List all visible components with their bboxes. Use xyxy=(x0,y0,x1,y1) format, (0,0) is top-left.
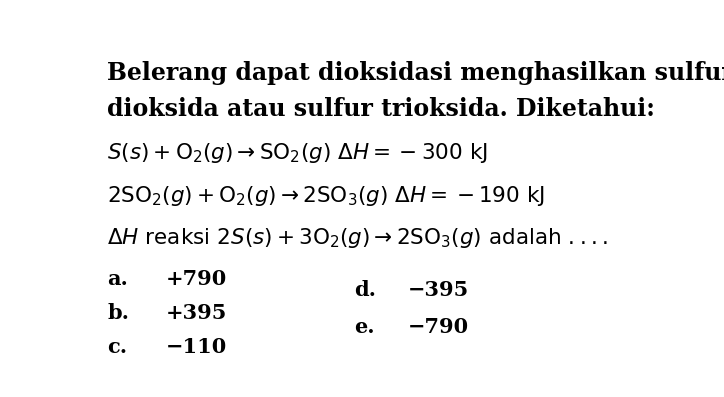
Text: +790: +790 xyxy=(167,269,227,289)
Text: a.: a. xyxy=(107,269,128,289)
Text: $\mathrm{2SO_2}(\mathit{g})+\mathrm{O_2}(\mathit{g})\rightarrow\mathrm{2SO_3}(\m: $\mathrm{2SO_2}(\mathit{g})+\mathrm{O_2}… xyxy=(107,184,545,208)
Text: −110: −110 xyxy=(167,337,227,357)
Text: Belerang dapat dioksidasi menghasilkan sulfur: Belerang dapat dioksidasi menghasilkan s… xyxy=(107,62,724,85)
Text: dioksida atau sulfur trioksida. Diketahui:: dioksida atau sulfur trioksida. Diketahu… xyxy=(107,96,655,121)
Text: $\mathit{S}(\mathit{s})+\mathrm{O_2}(\mathit{g})\rightarrow\mathrm{SO_2}(\mathit: $\mathit{S}(\mathit{s})+\mathrm{O_2}(\ma… xyxy=(107,141,488,165)
Text: e.: e. xyxy=(354,317,375,337)
Text: $\Delta \mathit{H}\ \mathrm{reaksi}\ 2\mathit{S}(\mathit{s})+3\mathrm{O_2}(\math: $\Delta \mathit{H}\ \mathrm{reaksi}\ 2\m… xyxy=(107,226,608,251)
Text: c.: c. xyxy=(107,337,127,357)
Text: +395: +395 xyxy=(167,303,227,323)
Text: d.: d. xyxy=(354,280,376,300)
Text: −395: −395 xyxy=(408,280,468,300)
Text: b.: b. xyxy=(107,303,130,323)
Text: −790: −790 xyxy=(408,317,468,337)
